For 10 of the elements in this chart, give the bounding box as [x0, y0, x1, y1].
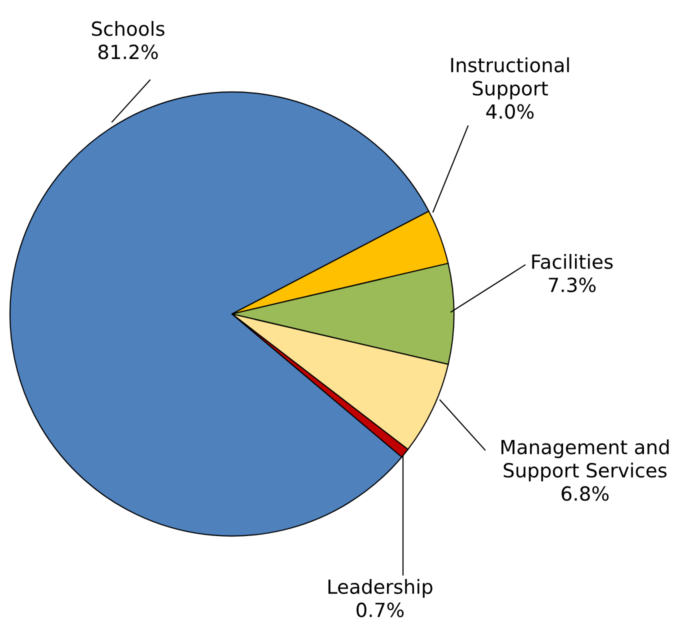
data-label: 6.8%	[562, 486, 609, 501]
slice-label: Schools	[92, 20, 164, 36]
data-label: 0.7%	[356, 602, 404, 618]
data-label: 81.2%	[98, 44, 158, 60]
data-label: 4.0%	[486, 104, 534, 119]
slice-label: Management and Support Services	[501, 439, 669, 482]
slice-label: Leadership	[328, 578, 432, 598]
data-label: 7.3%	[548, 278, 596, 292]
slice-label: Instructional Support	[451, 57, 569, 100]
slice-label: Facilities	[532, 254, 613, 270]
